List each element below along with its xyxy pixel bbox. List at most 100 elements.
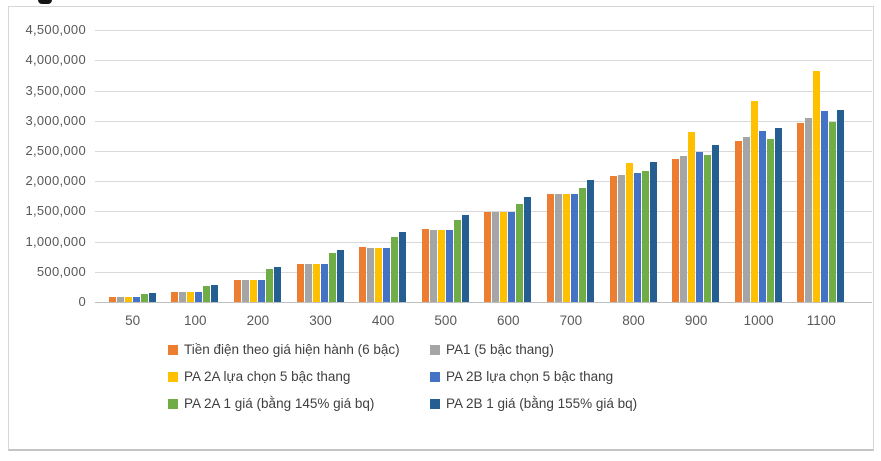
- bar-900-series-0: [672, 158, 680, 302]
- bar-400-series-0: [359, 247, 367, 302]
- bar-800-series-1: [617, 175, 625, 302]
- bar-800-series-5: [649, 162, 657, 302]
- bar-1000-series-3: [758, 131, 766, 302]
- bar-100-series-3: [195, 291, 203, 302]
- bar-400-series-3: [383, 247, 391, 302]
- bar-50-series-0: [108, 296, 116, 302]
- y-axis-tick-label: 2,000,000: [25, 173, 86, 189]
- bar-900-series-2: [688, 132, 696, 302]
- y-gridline: [95, 30, 872, 32]
- bar-600-series-3: [508, 211, 516, 302]
- bar-900-series-3: [696, 152, 704, 302]
- bar-200-series-0: [233, 279, 241, 302]
- legend-label: PA1 (5 bậc thang): [446, 342, 554, 357]
- bar-600-series-4: [516, 204, 524, 302]
- y-gridline: [95, 60, 872, 62]
- legend-item-4: PA 2A 1 giá (bằng 145% giá bq): [168, 395, 430, 412]
- bar-500-series-5: [461, 214, 469, 302]
- bar-500-series-4: [453, 220, 461, 302]
- y-gridline: [95, 90, 872, 92]
- bar-50-series-2: [124, 296, 132, 302]
- bar-200-series-1: [241, 279, 249, 302]
- bar-800-series-4: [641, 171, 649, 302]
- bar-900-series-5: [712, 144, 720, 302]
- y-axis-tick-label: 2,500,000: [25, 143, 86, 158]
- bar-200-series-5: [273, 267, 281, 302]
- bar-600-series-0: [484, 211, 492, 302]
- bar-800-series-0: [609, 176, 617, 302]
- legend-swatch-icon: [430, 398, 440, 409]
- y-gridline: [95, 120, 872, 122]
- y-axis-tick-label: 1,000,000: [25, 233, 86, 249]
- x-axis-label-200: 200: [246, 313, 270, 328]
- bar-1100-series-5: [837, 110, 845, 302]
- y-axis-tick-label: 1,500,000: [25, 203, 86, 219]
- y-axis-tick-label: 0: [78, 294, 86, 309]
- legend-label: Tiền điện theo giá hiện hành (6 bậc): [184, 342, 400, 357]
- bar-1100-series-3: [821, 110, 829, 302]
- bar-300-series-4: [328, 253, 336, 302]
- legend-swatch-icon: [168, 344, 178, 355]
- y-axis-tick-label: 3,000,000: [25, 112, 86, 128]
- bar-1000-series-5: [774, 127, 782, 302]
- bar-600-series-2: [500, 211, 508, 302]
- x-axis-label-900: 900: [684, 313, 708, 328]
- bar-300-series-5: [336, 249, 344, 302]
- bar-1100-series-2: [813, 70, 821, 302]
- bar-50-series-4: [140, 293, 148, 302]
- bar-400-series-5: [399, 232, 407, 302]
- legend-label: PA 2A 1 giá (bằng 145% giá bq): [184, 396, 375, 411]
- bar-50-series-3: [132, 296, 140, 302]
- x-axis-line: [95, 302, 872, 303]
- bar-700-series-0: [546, 194, 554, 302]
- cropped-text-fragment: [38, 0, 52, 4]
- bar-100-series-5: [211, 284, 219, 302]
- y-axis-tick-label: 3,500,000: [25, 82, 86, 98]
- bar-700-series-4: [578, 187, 586, 302]
- chart-frame: [8, 6, 874, 451]
- legend-swatch-icon: [168, 398, 178, 409]
- bar-300-series-2: [312, 263, 320, 302]
- bar-300-series-0: [296, 264, 304, 302]
- bar-100-series-1: [179, 291, 187, 302]
- bar-1000-series-0: [734, 141, 742, 302]
- legend-swatch-icon: [430, 344, 440, 355]
- x-axis-label-800: 800: [622, 313, 645, 328]
- legend-label: PA 2B lựa chọn 5 bậc thang: [446, 369, 614, 384]
- bar-1100-series-1: [805, 118, 813, 302]
- bar-300-series-3: [320, 263, 328, 302]
- x-axis-label-1000: 1000: [743, 313, 774, 328]
- x-axis-label-400: 400: [371, 313, 395, 328]
- x-axis-label-300: 300: [309, 313, 332, 328]
- bar-1000-series-1: [742, 137, 750, 302]
- y-gridline: [95, 151, 872, 152]
- chart-legend: Tiền điện theo giá hiện hành (6 bậc) PA1 …: [168, 341, 637, 412]
- bar-500-series-1: [429, 229, 437, 302]
- bar-200-series-3: [257, 279, 265, 302]
- bar-1100-series-0: [797, 123, 805, 302]
- bar-600-series-1: [492, 211, 500, 302]
- x-axis-label-600: 600: [497, 313, 520, 328]
- bar-400-series-2: [375, 247, 383, 302]
- legend-item-3: PA 2B lựa chọn 5 bậc thang: [430, 368, 637, 385]
- y-axis-tick-label: 4,000,000: [25, 52, 86, 68]
- legend-item-1: PA1 (5 bậc thang): [430, 341, 637, 358]
- y-gridline: [95, 271, 872, 273]
- x-axis-label-50: 50: [125, 313, 141, 328]
- legend-item-2: PA 2A lựa chọn 5 bậc thang: [168, 368, 430, 385]
- x-axis-label-1100: 1100: [806, 313, 836, 328]
- y-gridline: [95, 211, 872, 213]
- bar-700-series-5: [586, 179, 594, 302]
- y-axis-tick-label: 500,000: [36, 263, 86, 279]
- bar-500-series-0: [421, 229, 429, 302]
- y-gridline: [95, 181, 872, 183]
- y-gridline: [95, 241, 872, 243]
- bar-1000-series-2: [750, 101, 758, 302]
- x-axis-label-700: 700: [559, 313, 583, 328]
- legend-item-0: Tiền điện theo giá hiện hành (6 bậc): [168, 341, 430, 358]
- legend-swatch-icon: [430, 371, 440, 382]
- bar-700-series-2: [562, 193, 570, 302]
- bar-300-series-1: [304, 263, 312, 302]
- bar-100-series-0: [171, 291, 179, 302]
